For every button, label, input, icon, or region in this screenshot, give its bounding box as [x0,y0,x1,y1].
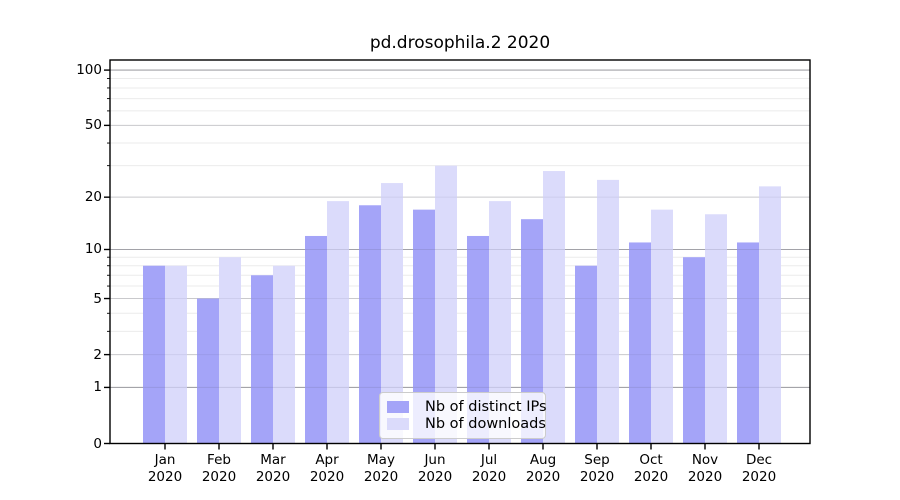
bar-downloads-jun [435,165,457,444]
x-tick-label-jun: Jun 2020 [417,452,453,485]
y-tick-label-1: 1 [93,379,102,396]
bar-distinct-ips-jan [143,265,165,444]
x-tick-label-mar: Mar 2020 [255,452,291,485]
y-tick-label-50: 50 [84,117,102,134]
y-tick-label-2: 2 [93,346,102,363]
x-tick-label-aug: Aug 2020 [525,452,561,485]
bar-distinct-ips-may [359,205,381,444]
x-tick-label-nov: Nov 2020 [687,452,723,485]
x-tick-label-jan: Jan 2020 [147,452,183,485]
legend-label-distinct-ips: Nb of distinct IPs [425,398,547,415]
legend: Nb of distinct IPs Nb of downloads [379,392,547,439]
x-tick-label-apr: Apr 2020 [309,452,345,485]
bar-downloads-may [381,183,403,444]
bar-downloads-aug [543,171,565,444]
bar-downloads-feb [219,257,241,444]
x-tick-label-sep: Sep 2020 [579,452,615,485]
bar-downloads-jul [489,201,511,444]
y-tick-label-5: 5 [93,290,102,307]
x-tick-label-jul: Jul 2020 [471,452,507,485]
legend-item-distinct-ips: Nb of distinct IPs [387,399,547,415]
bar-downloads-sep [597,179,619,444]
bar-distinct-ips-nov [683,257,705,444]
legend-label-downloads: Nb of downloads [425,416,546,433]
x-tick-label-dec: Dec 2020 [741,452,777,485]
legend-item-downloads: Nb of downloads [387,416,546,432]
x-tick-label-feb: Feb 2020 [201,452,237,485]
bar-distinct-ips-dec [737,242,759,444]
plot-frame [109,59,811,445]
bar-downloads-dec [759,186,781,444]
x-tick-label-may: May 2020 [363,452,399,485]
bar-distinct-ips-oct [629,242,651,444]
chart-title: pd.drosophila.2 2020 [369,33,551,53]
bar-distinct-ips-sep [575,265,597,444]
bar-downloads-oct [651,209,673,444]
y-tick-label-0: 0 [93,435,102,452]
bar-distinct-ips-apr [305,235,327,444]
bar-downloads-apr [327,201,349,444]
bar-distinct-ips-feb [197,298,219,444]
legend-swatch-downloads-icon [387,418,409,431]
bar-downloads-nov [705,214,727,444]
bar-distinct-ips-jun [413,209,435,444]
legend-swatch-distinct-ips-icon [387,400,409,413]
x-tick-label-oct: Oct 2020 [633,452,669,485]
bar-downloads-mar [273,265,295,444]
bar-distinct-ips-jul [467,235,489,444]
bar-distinct-ips-aug [521,219,543,444]
y-tick-label-20: 20 [84,189,102,206]
bar-distinct-ips-mar [251,275,273,444]
y-tick-label-10: 10 [84,241,102,258]
bar-downloads-jan [165,265,187,444]
y-tick-label-100: 100 [76,62,102,79]
